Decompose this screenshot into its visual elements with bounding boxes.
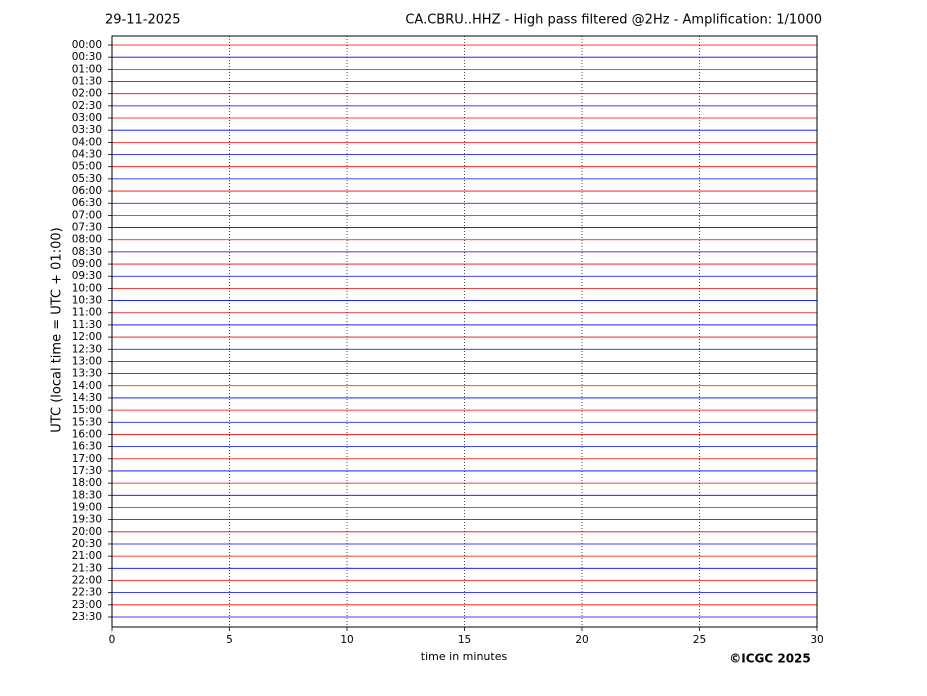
y-tick-label: 17:00: [72, 453, 102, 465]
x-tick-label: 0: [109, 634, 116, 646]
x-tick-label: 15: [458, 634, 471, 646]
y-tick-label: 16:00: [72, 428, 102, 440]
y-tick-label: 04:30: [72, 149, 102, 161]
y-tick-label: 20:00: [72, 526, 102, 538]
y-tick-label: 15:30: [72, 416, 102, 428]
y-tick-label: 01:00: [72, 63, 102, 75]
y-tick-label: 23:30: [72, 611, 102, 623]
x-tick-label: 20: [575, 634, 588, 646]
y-tick-label: 18:30: [72, 489, 102, 501]
y-tick-label: 20:30: [72, 538, 102, 550]
y-tick-label: 08:30: [72, 246, 102, 258]
y-tick-label: 05:00: [72, 161, 102, 173]
y-tick-label: 08:00: [72, 234, 102, 246]
y-tick-label: 16:30: [72, 441, 102, 453]
plot-frame: [111, 35, 818, 628]
y-tick-label: 00:00: [72, 39, 102, 51]
y-tick-label: 07:00: [72, 209, 102, 221]
y-tick-label: 19:00: [72, 501, 102, 513]
x-tick-label: 5: [226, 634, 233, 646]
y-tick-label: 03:30: [72, 124, 102, 136]
y-tick-label: 02:00: [72, 88, 102, 100]
y-tick-label: 10:30: [72, 295, 102, 307]
y-tick-label: 10:00: [72, 282, 102, 294]
y-tick-label: 23:00: [72, 599, 102, 611]
y-tick-label: 14:30: [72, 392, 102, 404]
y-tick-label: 03:00: [72, 112, 102, 124]
y-tick-label: 00:30: [72, 51, 102, 63]
y-tick-label: 09:00: [72, 258, 102, 270]
y-tick-label: 21:30: [72, 562, 102, 574]
y-tick-label: 07:30: [72, 222, 102, 234]
y-tick-label: 18:00: [72, 477, 102, 489]
y-tick-label: 01:30: [72, 76, 102, 88]
chart-title: CA.CBRU..HHZ - High pass filtered @2Hz -…: [405, 13, 822, 28]
x-tick-label: 25: [693, 634, 706, 646]
x-tick-label: 10: [340, 634, 353, 646]
x-axis-label: time in minutes: [421, 650, 508, 663]
x-tick-label: 30: [810, 634, 823, 646]
y-tick-label: 06:30: [72, 197, 102, 209]
y-tick-label: 09:30: [72, 270, 102, 282]
y-tick-label: 22:30: [72, 587, 102, 599]
y-tick-label: 04:00: [72, 136, 102, 148]
y-tick-label: 11:30: [72, 319, 102, 331]
y-tick-label: 12:00: [72, 331, 102, 343]
y-tick-label: 12:30: [72, 343, 102, 355]
date: 29-11-2025: [105, 13, 181, 28]
y-tick-label: 17:30: [72, 465, 102, 477]
y-axis-label: UTC (local time = UTC + 01:00): [50, 227, 65, 432]
y-tick-label: 13:30: [72, 368, 102, 380]
copyright: ©ICGC 2025: [729, 652, 811, 666]
y-tick-label: 21:00: [72, 550, 102, 562]
y-tick-label: 22:00: [72, 574, 102, 586]
y-tick-label: 19:30: [72, 514, 102, 526]
y-tick-label: 14:00: [72, 380, 102, 392]
y-tick-label: 06:00: [72, 185, 102, 197]
y-tick-label: 11:00: [72, 307, 102, 319]
y-tick-label: 02:30: [72, 100, 102, 112]
y-tick-label: 15:00: [72, 404, 102, 416]
y-tick-label: 05:30: [72, 173, 102, 185]
y-tick-label: 13:00: [72, 355, 102, 367]
